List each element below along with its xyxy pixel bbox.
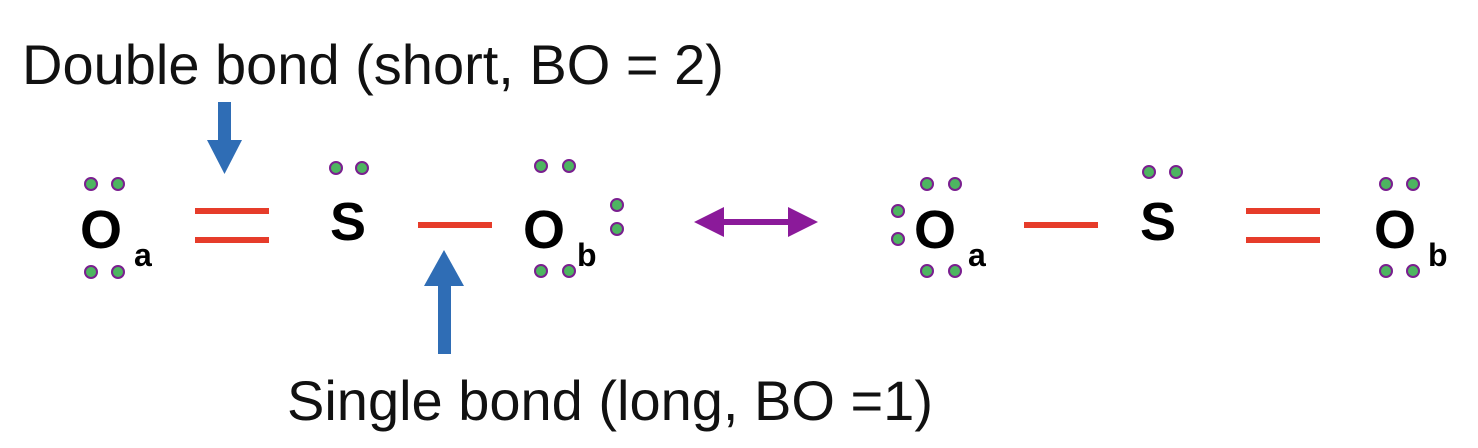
atom-oa-left-subscript: a bbox=[134, 237, 152, 273]
single-bond-pointer-icon bbox=[424, 250, 464, 354]
double-bond-pointer-icon bbox=[207, 102, 242, 174]
atom-oa-right-subscript: a bbox=[968, 237, 986, 273]
structure-left: O a S O b bbox=[80, 159, 624, 279]
atom-s-right: S bbox=[1140, 192, 1176, 252]
atom-ob-left: O bbox=[523, 200, 565, 260]
atom-oa-left: O bbox=[80, 200, 122, 260]
atom-ob-left-subscript: b bbox=[577, 237, 597, 273]
single-bond-left bbox=[418, 222, 492, 228]
single-bond-right bbox=[1024, 222, 1098, 228]
lone-pairs-left bbox=[84, 159, 624, 279]
single-bond-caption: Single bond (long, BO =1) bbox=[287, 369, 933, 432]
atom-ob-right: O bbox=[1374, 200, 1416, 260]
atom-oa-right: O bbox=[914, 200, 956, 260]
double-bond-right bbox=[1246, 208, 1320, 243]
double-bond-caption: Double bond (short, BO = 2) bbox=[22, 33, 724, 96]
lone-pairs-right bbox=[891, 165, 1420, 278]
double-bond-left bbox=[195, 208, 269, 243]
structure-right: O a S O b bbox=[891, 165, 1448, 278]
atom-s-left: S bbox=[330, 192, 366, 252]
atom-ob-right-subscript: b bbox=[1428, 237, 1448, 273]
